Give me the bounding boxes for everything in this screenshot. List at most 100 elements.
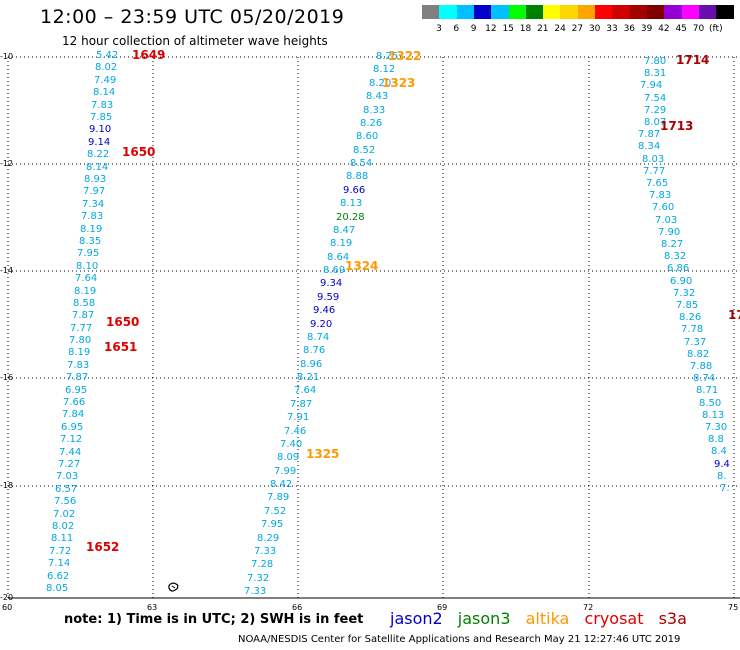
pass-time-label: 1322 bbox=[388, 49, 422, 63]
wave-height-value: 8.10 bbox=[76, 261, 99, 272]
pass-time-label: 1323 bbox=[382, 76, 416, 90]
wave-height-value: 7.94 bbox=[640, 80, 663, 91]
wave-height-value: 7.52 bbox=[264, 506, 287, 517]
wave-height-value: 7.64 bbox=[75, 273, 98, 284]
pass-time-label: 1650 bbox=[106, 315, 140, 329]
colorbar-label: 18 bbox=[519, 24, 532, 34]
wave-height-value: 6.95 bbox=[61, 422, 84, 433]
wave-height-value: 8.8 bbox=[708, 434, 724, 445]
wave-height-value: 9.4 bbox=[714, 459, 730, 470]
colorbar-swatch bbox=[664, 5, 683, 19]
wave-height-value: 8.69 bbox=[323, 265, 346, 276]
colorbar-swatch bbox=[525, 5, 544, 19]
wave-height-value: 7.87 bbox=[638, 129, 661, 140]
wave-height-value: 9.10 bbox=[89, 124, 112, 135]
wave-height-value: 7.78 bbox=[681, 324, 704, 335]
wave-height-value: 8.93 bbox=[84, 174, 107, 185]
colorbar-label: 24 bbox=[554, 24, 566, 34]
wave-height-value: 7.12 bbox=[60, 434, 83, 445]
colorbar-swatch bbox=[456, 5, 475, 19]
wave-height-value: 7.32 bbox=[673, 288, 696, 299]
pass-time-label: 1651 bbox=[104, 340, 138, 354]
wave-height-value: 8.14 bbox=[93, 87, 116, 98]
wave-height-value: 8.07 bbox=[644, 117, 667, 128]
pass-time-label: 1325 bbox=[306, 447, 340, 461]
colorbar-label: 6 bbox=[453, 24, 460, 34]
wave-height-value: 7.03 bbox=[655, 215, 678, 226]
wave-height-value: 7.77 bbox=[70, 323, 93, 334]
wave-height-value: 7.90 bbox=[658, 227, 681, 238]
latitude-label: -18 bbox=[0, 481, 14, 490]
wave-height-value: 7.80 bbox=[644, 56, 667, 67]
colorbar-label: 36 bbox=[623, 24, 636, 34]
pass-time-label: 1714 bbox=[676, 53, 710, 67]
wave-height-value: 7.95 bbox=[261, 519, 284, 530]
longitude-label: 66 bbox=[292, 603, 303, 612]
wave-height-value: 8.20 bbox=[369, 78, 392, 89]
wave-height-value: 7.32 bbox=[247, 573, 270, 584]
wave-height-value: 7.80 bbox=[69, 335, 92, 346]
legend-altika: altika bbox=[525, 609, 570, 628]
colorbar-swatch bbox=[473, 5, 492, 19]
wave-height-value: 7.65 bbox=[646, 178, 669, 189]
wave-height-value: 8. bbox=[717, 471, 727, 482]
footer-note: note: 1) Time is in UTC; 2) SWH is in fe… bbox=[64, 612, 364, 627]
legend-cryosat: cryosat bbox=[584, 609, 644, 628]
wave-height-value: 8.19 bbox=[68, 347, 91, 358]
wave-height-value: 7.88 bbox=[690, 361, 713, 372]
wave-height-value: 8.31 bbox=[644, 68, 667, 79]
wave-height-value: 8.26 bbox=[360, 118, 383, 129]
wave-height-value: 8.33 bbox=[363, 105, 386, 116]
wave-height-value: 7.28 bbox=[251, 559, 274, 570]
latitude-label: -16 bbox=[0, 373, 14, 382]
wave-height-value: 7.46 bbox=[284, 426, 307, 437]
colorbar-label: 39 bbox=[640, 24, 653, 34]
wave-height-value: 7.54 bbox=[644, 93, 667, 104]
wave-height-value: 8.60 bbox=[356, 131, 379, 142]
wave-height-value: 7.27 bbox=[58, 459, 81, 470]
wave-height-value: 7.60 bbox=[652, 202, 675, 213]
wave-height-value: 6.90 bbox=[670, 276, 693, 287]
wave-height-value: 9.46 bbox=[313, 305, 336, 316]
wave-height-value: 8.43 bbox=[366, 91, 389, 102]
wave-height-value: 7.44 bbox=[59, 447, 82, 458]
wave-height-value: 8.02 bbox=[95, 62, 118, 73]
wave-height-value: 6.62 bbox=[47, 571, 70, 582]
wave-height-value: 8.19 bbox=[330, 238, 353, 249]
wave-height-value: 7.34 bbox=[82, 199, 105, 210]
latitude-label: -20 bbox=[0, 593, 14, 602]
wave-height-value: 8.14 bbox=[86, 162, 109, 173]
longitude-label: 60 bbox=[2, 603, 13, 612]
wave-height-value: 8.02 bbox=[52, 521, 75, 532]
wave-height-value: 8.47 bbox=[333, 225, 356, 236]
wave-height-value: 9.66 bbox=[343, 185, 366, 196]
wave-height-value: 8.34 bbox=[638, 141, 661, 152]
wave-height-value: 7. bbox=[720, 483, 730, 494]
colorbar-label: 12 bbox=[485, 24, 497, 34]
island-outline-icon bbox=[168, 582, 179, 592]
pass-time-label: 1713 bbox=[660, 119, 694, 133]
colorbar-label: 15 bbox=[502, 24, 514, 34]
longitude-label: 69 bbox=[437, 603, 448, 612]
colorbar-label: 3 bbox=[436, 24, 442, 34]
legend-jason2: jason2 bbox=[390, 609, 443, 628]
wave-height-value: 8.82 bbox=[687, 349, 710, 360]
colorbar-swatch bbox=[595, 5, 613, 19]
colorbar-swatch bbox=[577, 5, 596, 19]
wave-height-value: 7.83 bbox=[81, 211, 104, 222]
wave-height-value: 8.88 bbox=[346, 171, 369, 182]
wave-height-value: 7.85 bbox=[676, 300, 699, 311]
wave-height-value: 7.37 bbox=[684, 337, 707, 348]
wave-height-value: 7.77 bbox=[643, 166, 666, 177]
colorbar-label: 27 bbox=[571, 24, 584, 34]
wave-height-value: 8.76 bbox=[303, 345, 326, 356]
satellite-legend: jason2 jason3 altika cryosat s3a bbox=[390, 609, 697, 628]
pass-time-label: 17 bbox=[728, 308, 740, 322]
wave-height-value: 7.30 bbox=[705, 422, 728, 433]
wave-height-value: 7.87 bbox=[72, 310, 95, 321]
wave-height-value: 7.97 bbox=[83, 186, 106, 197]
colorbar-label: 9 bbox=[470, 24, 477, 34]
wave-height-value: 7.14 bbox=[48, 558, 71, 569]
colorbar-label: 33 bbox=[606, 24, 618, 34]
